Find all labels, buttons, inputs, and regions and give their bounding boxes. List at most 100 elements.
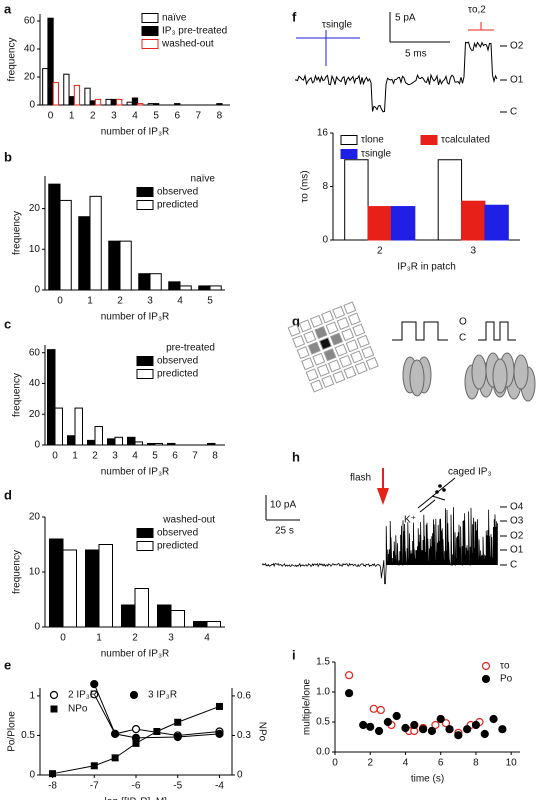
x-tick-label: 2 [117,296,123,307]
x-tick-label: 2 [92,451,98,462]
grid-cell [343,301,357,315]
y-tick-label: 10 [29,244,41,255]
grid-cell [298,319,312,333]
grid-cell [321,374,335,389]
grid-cell [292,334,306,349]
marker [427,726,437,736]
marker [489,714,498,724]
panel-label: i [292,647,296,662]
bar [390,206,416,241]
channel [492,358,508,394]
x-tick-label: 0 [60,633,66,644]
annotation: τsingle [322,20,353,31]
legend-label: 3 IP₃R [148,690,177,701]
y2-axis-label: NPo [256,722,267,742]
h-diagram: h flash caged IP₃ K⁺ 10 pA 25 s O4 O3 O2 O1… [261,449,524,585]
x-tick-label: 7 [192,451,198,462]
y-tick-label: 0 [34,440,40,451]
legend-swatch [136,356,154,366]
grid-cell [334,343,348,357]
bar [89,100,96,106]
marker [215,729,224,738]
bar [207,442,216,446]
legend-swatch [136,528,154,538]
grid-cell [296,346,310,360]
panel-label: h [292,449,300,464]
legend-swatch [136,187,154,197]
dot [435,490,439,494]
bar [74,407,83,446]
marker [445,725,454,734]
x-tick-label: -5 [173,781,182,792]
y-tick-label: 0.0 [316,747,330,758]
bar [62,549,77,628]
y-axis-label: frequency [12,550,23,594]
bar [206,621,221,628]
marker [481,661,491,671]
bar [167,442,176,446]
x-tick-label: 3 [147,296,153,307]
legend-label: washed-out [161,39,214,50]
grid-cell [354,361,368,375]
grid-cell [339,354,353,368]
marker [471,720,481,730]
grid-cell [350,350,364,364]
bar [48,183,61,291]
marker [131,725,141,734]
grid-cell [332,305,346,319]
legend-swatch [340,149,358,159]
bar [137,103,144,106]
y-tick-label: 0 [29,770,35,781]
y-tick-label: 10 [29,567,41,578]
marker [480,729,489,739]
bar [110,98,118,106]
marker [481,674,491,684]
legend-swatch [340,135,358,145]
bar [484,204,509,241]
y-tick-label: 0 [322,235,328,246]
bar [47,17,54,106]
grid-cell [321,310,335,324]
grid-cell [343,366,357,380]
legend-swatch [136,541,154,551]
x-tick-label: 4 [132,111,138,122]
annotation: caged IP₃ [448,467,492,478]
marker [49,770,57,778]
bar [67,435,76,446]
legend-swatch [136,369,154,379]
marker [111,729,120,738]
x-tick-label: 6 [174,111,180,122]
y-tick-label: 1 [29,691,35,702]
receptor-grid [287,301,379,393]
bar [147,103,154,106]
grid-cell [347,312,361,326]
x-tick-label: -4 [215,781,224,792]
y-tick-label: 60 [29,347,41,358]
y2-tick-label: 0.6 [237,691,251,702]
dot [438,484,442,488]
y-tick-label: 20 [29,203,41,214]
grid-cell [325,321,339,335]
x-tick-label: 0 [52,451,58,462]
x-axis-label: number of IP₃R [101,312,170,323]
x-tick-label: -8 [48,781,57,792]
y-tick-label: 20 [24,72,36,83]
grid-cell [316,363,330,377]
legend-label: NPo [68,704,88,715]
bar [168,281,181,291]
legend-label: naïve [162,13,187,24]
gating-wave [392,321,448,341]
y-axis-label: frequency [12,373,23,417]
x-tick-label: 4 [403,758,409,769]
legend-label: 2 IP₃R [68,690,97,701]
level-label: C [510,107,517,118]
legend-swatch [141,39,159,49]
legend-label: Po [500,674,513,685]
marker [441,719,451,728]
dot [442,488,446,492]
legend-label: predicted [157,541,198,552]
x-tick-label: 3 [470,246,476,257]
grid-cell [312,352,326,366]
panel-label: g [292,313,300,328]
marker [374,726,384,736]
